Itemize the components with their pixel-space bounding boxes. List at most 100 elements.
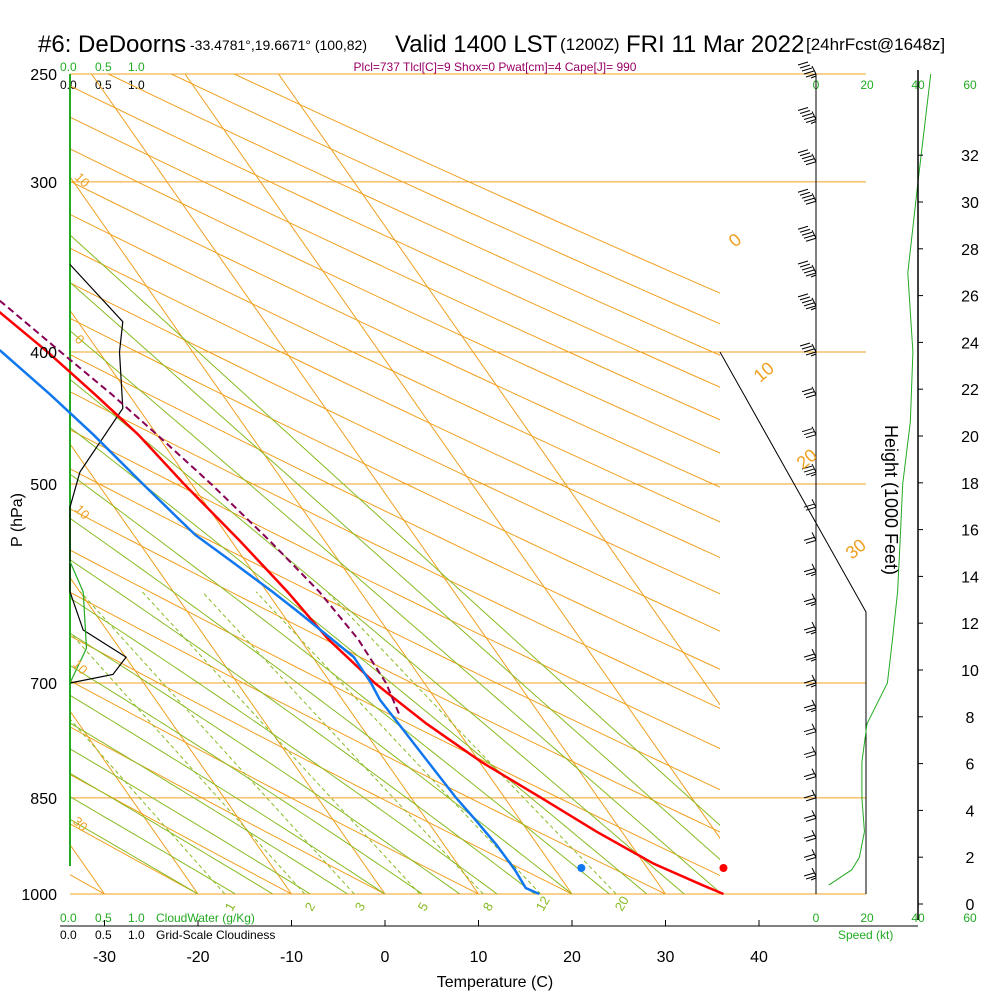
height-tick-label: 6 [966,757,975,774]
wind-barb-flag [801,113,813,118]
dry-adiabat-line [70,353,720,670]
wind-barb-flag [805,506,817,511]
wind-barb [803,532,817,544]
wind-barb-flag [805,707,817,712]
wind-barb-half [810,573,817,577]
moist-adiabat-line [70,473,610,894]
bottom-speed-tick: 60 [963,911,977,925]
dry-adiabat-line [70,774,292,894]
wind-barb-half [810,307,817,311]
wind-barb-flag [805,119,817,124]
wind-barb-flag [805,856,817,861]
valid-time: Valid 1400 LST [395,31,558,58]
moist-adiabat-line [70,234,720,826]
wind-barb-staff [811,386,817,396]
wind-barb-flag [803,814,815,819]
mixing-ratio-line [80,591,355,894]
cloudiness-line [69,264,127,684]
wind-barb [803,699,817,713]
wind-barb-flag [805,754,817,759]
wind-barb-staff [811,699,817,709]
mixing-ratio-label: 3 [352,900,369,914]
dry-adiabat-line [70,317,720,632]
cloudiness-label: Grid-Scale Cloudiness [156,928,275,942]
wind-barb [803,867,817,881]
height-tick-label: 28 [961,242,979,259]
dry-adiabat-line [70,591,666,894]
bottom-cloudiness-tick: 1.0 [128,928,145,942]
cloud-profiles [69,74,127,866]
wind-barb-flag [805,161,817,166]
bottom-speed-tick: 20 [860,911,874,925]
dry-adiabat-line [70,282,720,595]
wind-barb-flag [801,299,813,304]
wind-barb-flag [805,394,817,399]
temperature-surface-point [719,864,728,872]
height-tick-label: 12 [961,616,979,633]
wind-barb-staff [811,648,817,658]
wind-barb-flag [803,653,815,658]
bottom-cloudiness-tick: 0.5 [95,928,112,942]
y-axis-label: P (hPa) [9,493,26,547]
wind-barb [803,563,817,577]
height-tick-label: 30 [961,195,979,212]
wind-barb-flag [799,110,811,115]
y2-axis-label: Height (1000 Feet) [881,425,901,575]
wind-barb-flag [805,434,817,439]
height-tick-label: 8 [966,710,975,727]
moist-adiabat-line [70,330,720,894]
wind-barb [797,149,817,166]
wind-barb-staff [811,426,817,435]
mixing-ratio-label: 12 [533,893,553,913]
wind-barb-flag [805,73,817,78]
wind-barb-flag [805,817,817,822]
dry-adiabat-line [108,74,720,356]
wind-barb-staff [811,867,817,877]
wind-barb-flag [797,107,809,112]
wind-barb-flag [799,263,811,268]
mixing-ratio-line [70,631,306,894]
sounding-parameters: Plcl=737 Tlcl[C]=9 Shox=0 Pwat[cm]=4 Cap… [354,60,637,74]
top-cloudiness-tick: 0.0 [60,78,77,92]
wind-barb [803,621,817,635]
wind-barb-staff [811,810,817,819]
wind-barb-flag [803,568,815,573]
wind-barb-staff [811,498,817,508]
dewpoint-line [0,349,540,896]
wind-barb-flag [803,431,815,436]
zulu-time: (1200Z) [560,35,620,54]
wind-barb [803,648,817,662]
moist-adiabat-line [70,281,720,861]
wind-barb [803,768,817,781]
top-cloudiness-tick: 1.0 [128,78,145,92]
wind-barb-half [810,75,817,79]
wind-barb-staff [811,768,817,777]
temperature-tick-label: 30 [657,949,675,966]
cloudwater-line [69,561,88,684]
moist-adiabat-label: 30 [842,535,870,563]
wind-barb [799,342,817,357]
cloudwater-label: CloudWater (g/Kg) [156,911,255,925]
temperature-tick-label: 20 [563,949,581,966]
wind-barb-flag [803,348,815,353]
moist-adiabat-line [70,722,348,894]
wind-barb-staff [811,849,817,858]
wind-barb-flag [803,269,815,274]
height-tick-label: 26 [961,289,979,306]
dry-adiabat-line [70,549,720,877]
wind-barb-flag [805,571,817,576]
moist-adiabat-label: 10 [750,358,778,386]
mixing-ratio-label: 5 [415,900,432,914]
top-cloudiness-scale: 0.0 0.5 1.0 [60,78,145,92]
wind-barb-staff [811,463,817,473]
isotherm-line [70,576,292,894]
wind-barb-flag [805,237,817,242]
wind-barb-flag [801,67,813,72]
height-tick-label: 4 [966,803,975,820]
isobar-lines [70,73,866,895]
wind-barb-flag [803,679,815,684]
wind-barb-flag [799,296,811,301]
dry-adiabat-lines [70,74,720,894]
wind-barb-flag [803,872,815,877]
dry-adiabat-line [70,468,720,791]
